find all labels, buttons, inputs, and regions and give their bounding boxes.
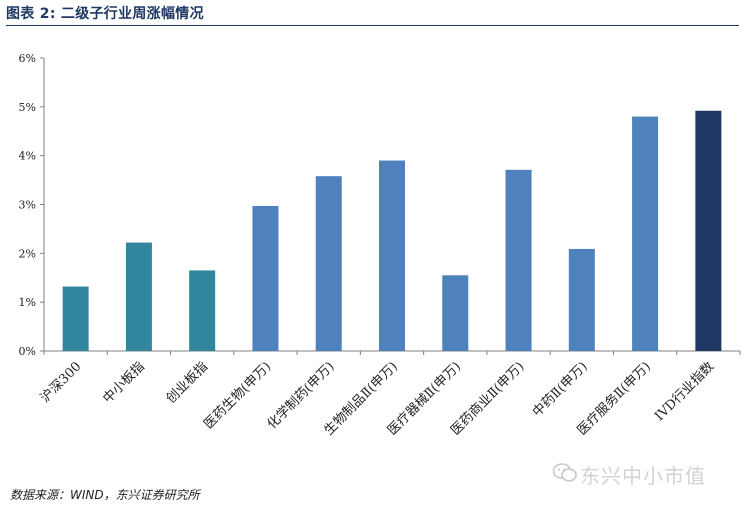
x-tick-label: 沪深300: [37, 359, 84, 406]
x-tick-label: 中药Ⅱ(申万): [530, 359, 591, 420]
bar: [252, 205, 279, 351]
bar: [62, 286, 89, 351]
y-tick-label: 1%: [19, 296, 36, 309]
bar: [315, 176, 342, 351]
bar: [189, 270, 216, 351]
bar: [125, 242, 152, 351]
x-tick-label: 创业板指: [164, 359, 211, 406]
bar: [442, 275, 469, 351]
x-tick-label: IVD行业指数: [652, 359, 717, 424]
bar: [632, 116, 659, 351]
watermark-logo: 东兴中小市值: [552, 459, 742, 488]
watermark-text: 东兴中小市值: [580, 464, 706, 488]
title-divider: [6, 25, 739, 26]
wechat-icon: [552, 463, 577, 482]
bar: [379, 160, 405, 351]
y-tick-label: 3%: [19, 199, 36, 212]
bar: [505, 169, 532, 351]
bars: [62, 110, 722, 352]
y-tick-label: 5%: [19, 101, 36, 114]
y-tick-label: 4%: [19, 150, 36, 163]
x-tick-label: 化学制药(申万): [264, 359, 338, 433]
y-tick-label: 0%: [19, 345, 36, 358]
source-note: 数据来源：WIND，东兴证券研究所: [10, 488, 200, 502]
chart-title: 图表 2: 二级子行业周涨幅情况: [6, 6, 204, 22]
x-tick-label: 中小板指: [100, 359, 147, 406]
bar: [568, 248, 595, 351]
x-tick-label: 医药生物(申万): [201, 359, 274, 432]
y-tick-label: 2%: [19, 247, 36, 260]
x-axis-labels: 沪深300 中小板指 创业板指医药生物(申万)化学制药(申万)生物制品Ⅱ(申万)医疗…: [37, 359, 717, 439]
bar-chart: 0% 1% 2% 3% 4% 5% 6% 沪深300 中小板指 创业板指医药生物(申万)化学制药…: [19, 52, 741, 439]
y-axis: 0% 1% 2% 3% 4% 5% 6%: [19, 52, 741, 358]
y-tick-label: 6%: [19, 52, 36, 65]
bar: [695, 110, 722, 352]
